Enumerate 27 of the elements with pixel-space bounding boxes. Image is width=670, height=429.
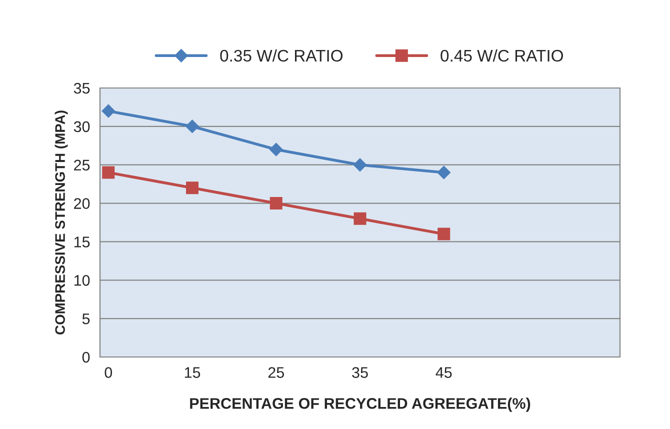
y-tick-label: 20: [74, 198, 90, 209]
legend-label: 0.45 W/C RATIO: [440, 49, 563, 62]
point: [438, 228, 450, 240]
legend-label: 0.35 W/C RATIO: [220, 49, 343, 62]
y-tick-label: 0: [82, 352, 90, 363]
point: [354, 212, 366, 225]
y-tick-label: 30: [74, 121, 90, 132]
point: [186, 120, 199, 134]
point: [353, 158, 367, 172]
x-axis-title: PERCENTAGE OF RECYCLED AGREEGATE(%): [190, 398, 530, 412]
y-tick-label: 10: [74, 275, 90, 286]
point: [437, 166, 450, 180]
point: [186, 182, 199, 194]
point: [102, 104, 115, 118]
point: [270, 142, 283, 156]
y-tick-label: 35: [74, 82, 90, 94]
y-tick-label: 5: [82, 314, 90, 324]
y-tick-label: 25: [74, 160, 90, 171]
x-tick-label: 15: [184, 367, 200, 378]
x-tick-label: 35: [352, 367, 368, 378]
x-tick-label: 25: [268, 367, 284, 378]
point: [270, 197, 282, 210]
y-tick-label: 15: [74, 236, 90, 248]
y-axis-title: COMPRESSIVE STRENGTH (MPA): [54, 110, 68, 334]
x-tick-label: 45: [436, 367, 452, 378]
x-tick-label: 0: [104, 367, 112, 378]
point: [102, 166, 115, 179]
